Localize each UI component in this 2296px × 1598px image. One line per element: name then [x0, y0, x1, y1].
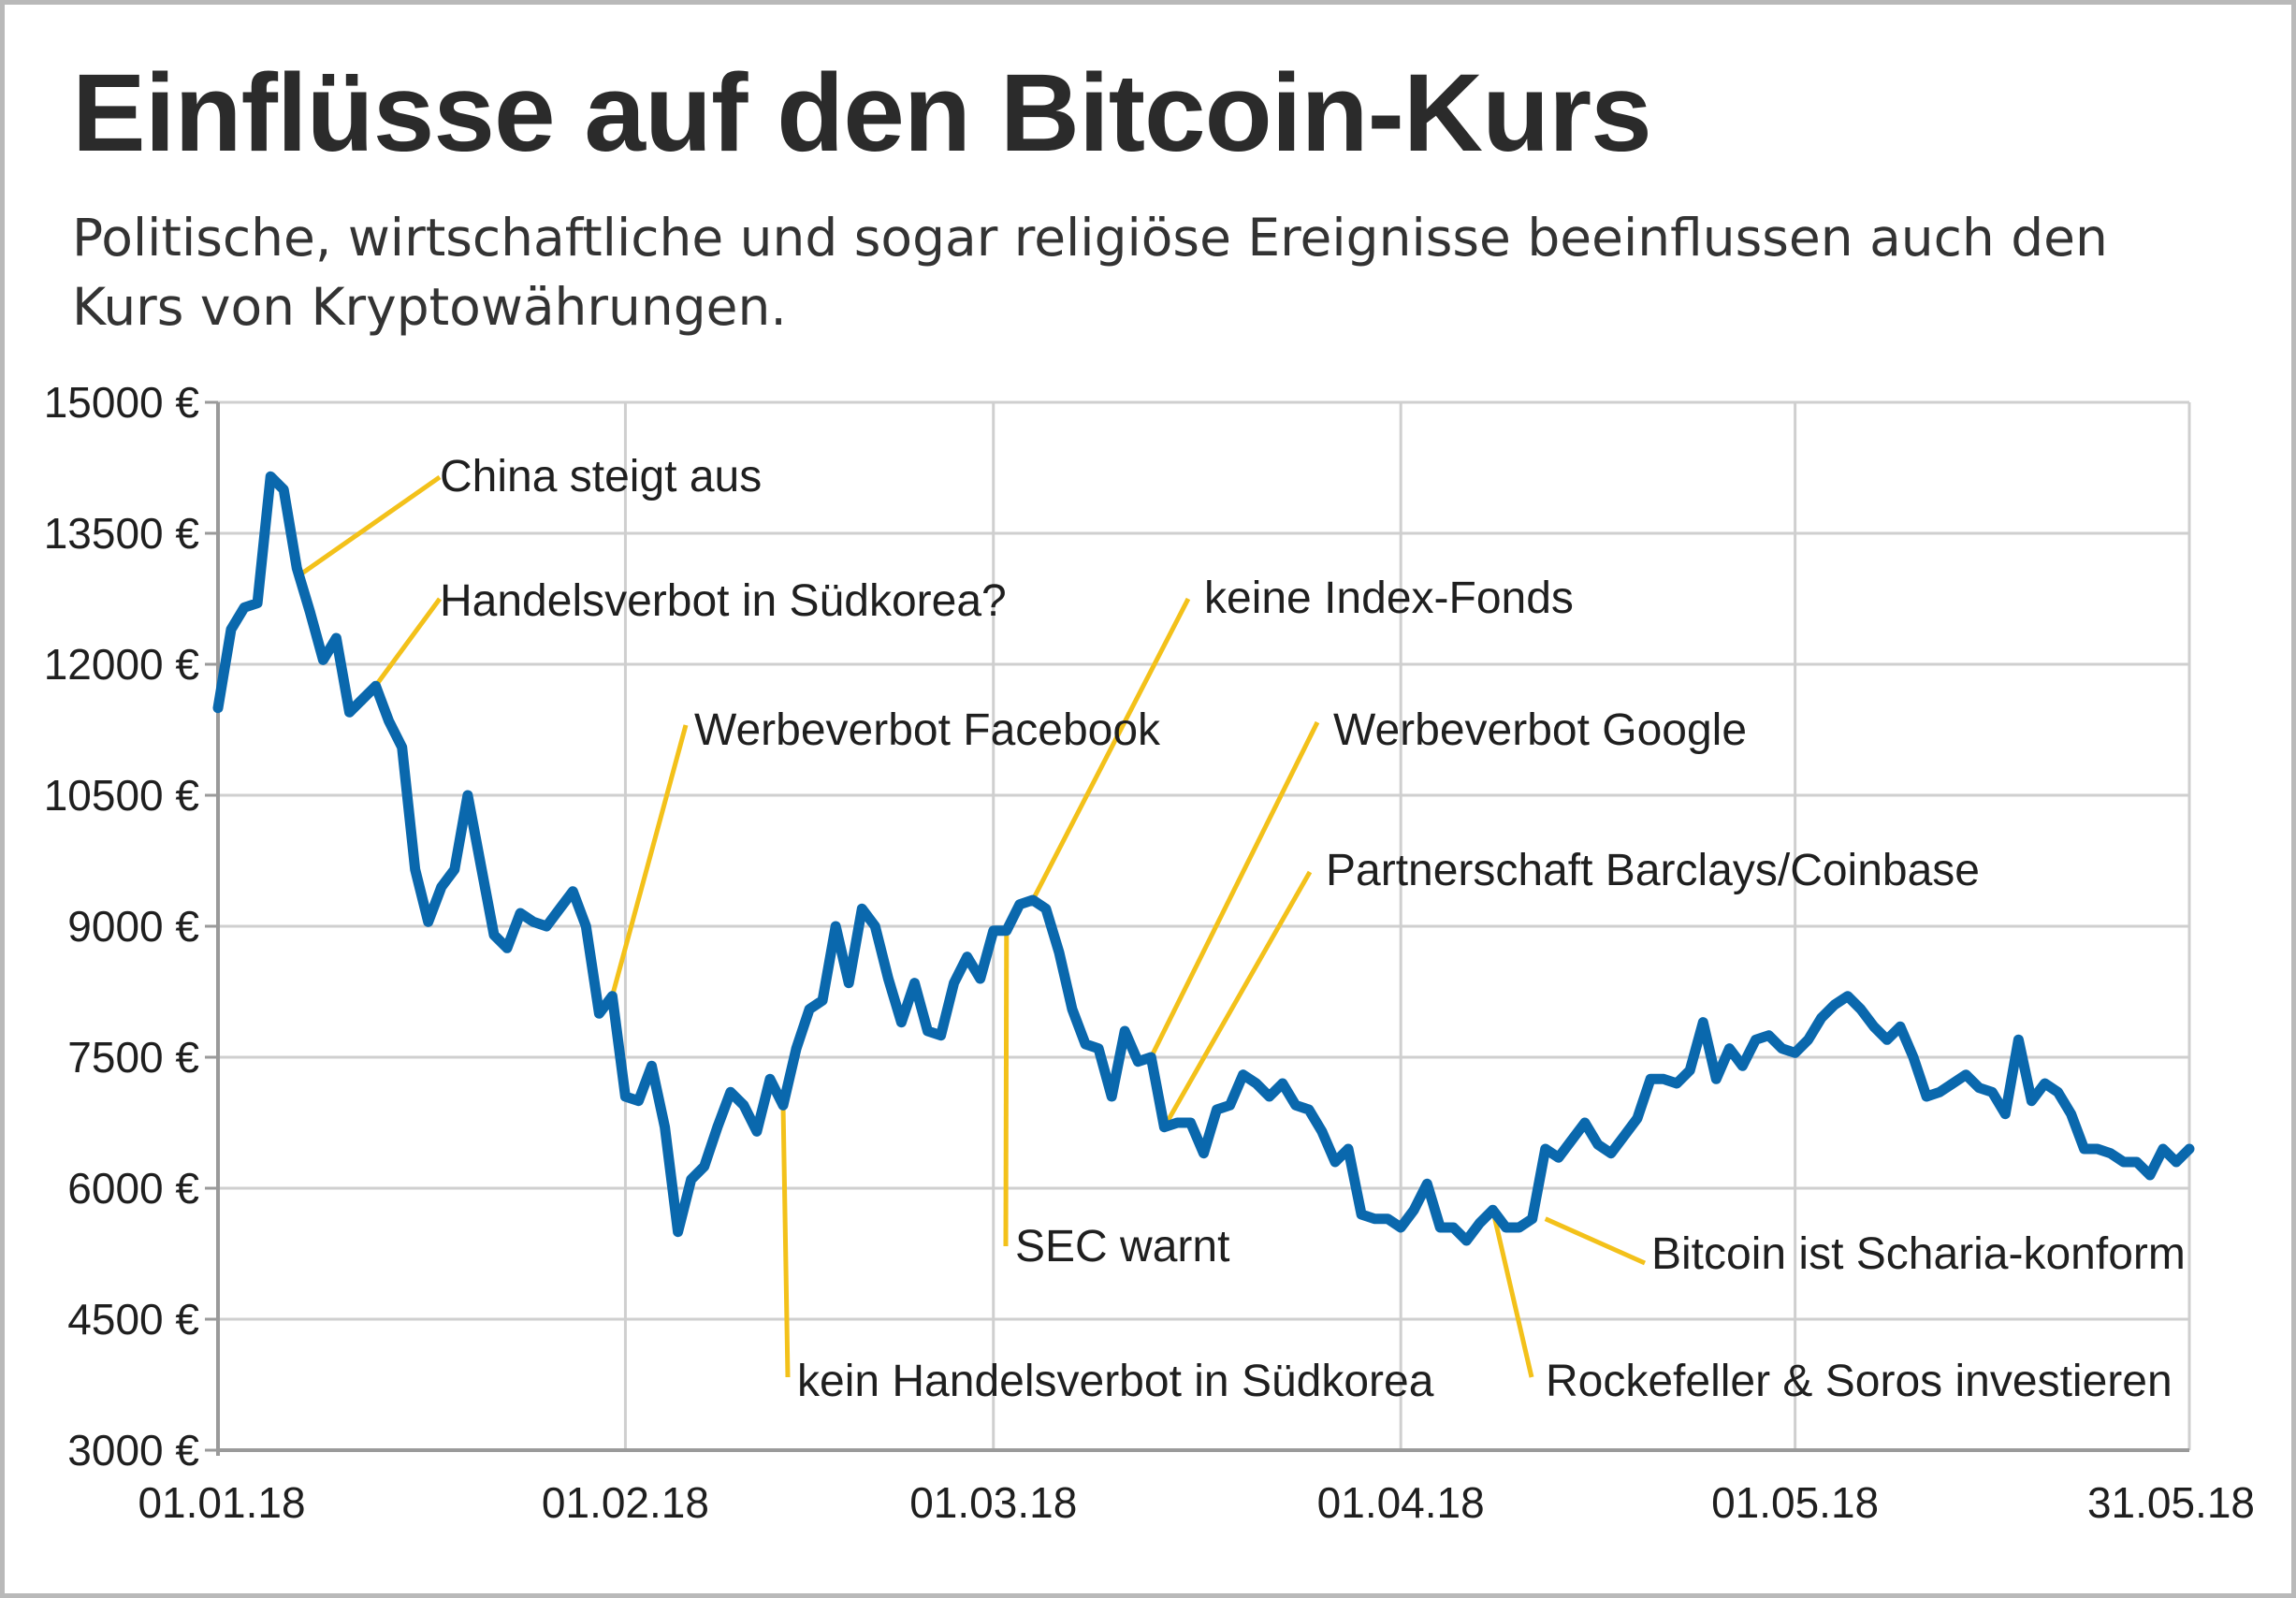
bitcoin-price-line [212, 471, 2195, 1246]
annotation-leader-line [609, 724, 689, 997]
annotation-labels: China steigt aus Handelsverbot in Südkore… [440, 452, 2186, 1406]
annotation-leader-line [1162, 870, 1313, 1128]
annotation-leader-line [1030, 597, 1191, 902]
x-tick-label: 01.04.18 [1317, 1478, 1485, 1527]
annotation-label: Rockefeller & Soros investieren [1546, 1357, 2172, 1406]
annotation-label: Bitcoin ist Scharia-konform [1651, 1229, 2186, 1279]
x-tick-label: 01.02.18 [542, 1478, 709, 1527]
price-series [212, 471, 2195, 1246]
annotation-label: Werbeverbot Facebook [694, 705, 1161, 755]
x-tick-label: 01.03.18 [909, 1478, 1077, 1527]
annotation-leader-line [1149, 720, 1320, 1059]
y-tick-label: 7500 € [67, 1033, 199, 1082]
annotation-label: kein Handelsverbot in Südkorea [797, 1357, 1434, 1406]
annotation-label: Partnerschaft Barclays/Coinbase [1326, 846, 1980, 895]
y-axis-tick-labels: 15000 € 13500 € 12000 € 10500 € 9000 € 7500 €… [44, 378, 199, 1475]
x-tick-label: 01.05.18 [1711, 1478, 1879, 1527]
x-axis-tick-labels: 01.01.18 01.02.18 01.03.18 01.04.18 01.05.18… [138, 1478, 2255, 1527]
annotation-leader-line [1490, 1209, 1534, 1378]
y-tick-label: 15000 € [44, 378, 199, 427]
chart-title: Einflüsse auf den Bitcoin-Kurs [72, 51, 1652, 175]
x-tick-label: 31.05.18 [2087, 1478, 2255, 1527]
y-tick-label: 4500 € [67, 1295, 199, 1344]
annotation-label: Werbeverbot Google [1333, 705, 1747, 755]
axes [205, 400, 2191, 1456]
annotation-label: SEC warnt [1015, 1222, 1229, 1271]
annotation-leader-line [295, 474, 442, 579]
y-tick-label: 9000 € [67, 902, 199, 951]
annotation-label: Handelsverbot in Südkorea? [440, 576, 1007, 626]
y-tick-label: 10500 € [44, 771, 199, 820]
y-tick-label: 6000 € [67, 1164, 199, 1213]
x-tick-label: 01.01.18 [138, 1478, 305, 1527]
y-tick-label: 3000 € [67, 1426, 199, 1475]
annotation-label: keine Index-Fonds [1204, 574, 1574, 623]
annotation-label: China steigt aus [440, 452, 762, 501]
annotation-leader-line [780, 1105, 791, 1378]
chart-subtitle: Politische, wirtschaftliche und sogar re… [72, 208, 2108, 337]
annotation-leader-line [1003, 930, 1010, 1247]
annotation-leader-lines [295, 474, 1647, 1378]
annotation-leader-line [1544, 1216, 1647, 1266]
y-tick-label: 12000 € [44, 640, 199, 689]
y-tick-label: 13500 € [44, 509, 199, 558]
